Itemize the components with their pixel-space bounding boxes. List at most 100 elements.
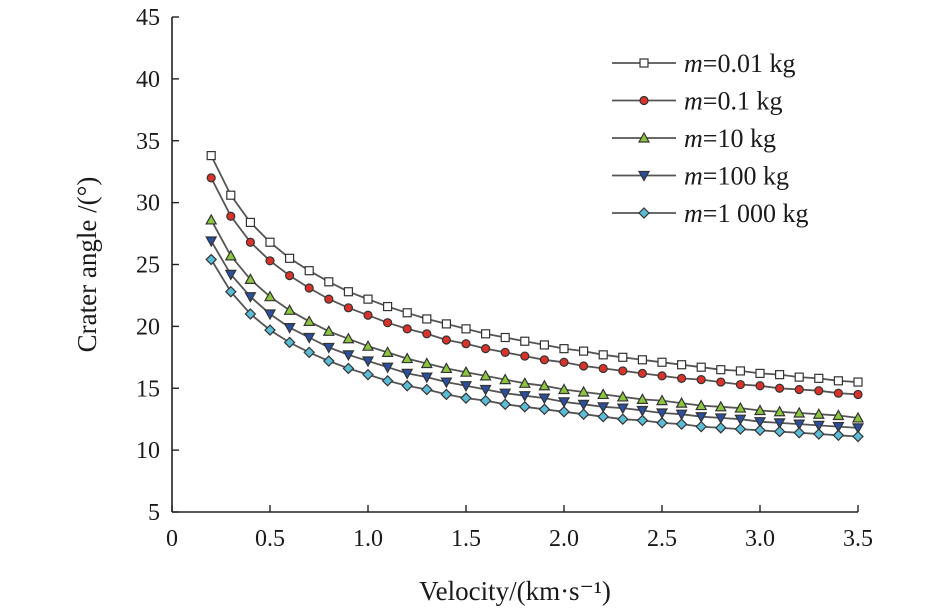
x-tick-label: 1.0 bbox=[353, 526, 383, 552]
data-point bbox=[304, 283, 314, 293]
legend-item-5: m=1 000 kg bbox=[612, 199, 808, 228]
data-point bbox=[753, 404, 767, 416]
data-point bbox=[422, 329, 432, 339]
x-tick-label: 2.0 bbox=[549, 526, 579, 552]
data-point bbox=[714, 422, 727, 434]
data-point bbox=[696, 362, 706, 372]
data-point bbox=[479, 384, 492, 396]
data-point bbox=[499, 373, 512, 385]
data-point bbox=[422, 314, 432, 324]
data-point bbox=[853, 389, 863, 400]
legend-label: m=10 kg bbox=[684, 124, 776, 153]
data-point bbox=[264, 324, 276, 336]
data-point bbox=[322, 342, 335, 354]
data-point bbox=[244, 273, 257, 284]
data-point bbox=[205, 253, 218, 266]
series-line bbox=[210, 259, 859, 438]
data-point bbox=[206, 173, 216, 183]
data-point bbox=[520, 351, 530, 361]
data-point bbox=[362, 368, 374, 381]
data-point bbox=[557, 383, 571, 395]
data-point bbox=[440, 362, 453, 374]
data-point bbox=[814, 386, 824, 396]
data-point bbox=[577, 408, 590, 421]
data-point bbox=[755, 381, 765, 391]
legend-marker bbox=[638, 207, 650, 219]
data-point bbox=[441, 319, 451, 329]
data-point bbox=[244, 292, 257, 303]
data-point bbox=[578, 346, 589, 356]
x-tick-label: 0.5 bbox=[255, 526, 285, 552]
data-point bbox=[695, 412, 708, 423]
data-point bbox=[773, 418, 786, 430]
x-tick-label: 2.5 bbox=[647, 526, 677, 552]
data-point bbox=[597, 410, 610, 423]
data-point bbox=[793, 426, 806, 439]
data-point bbox=[283, 336, 296, 349]
data-point bbox=[676, 360, 687, 370]
data-point bbox=[324, 294, 334, 304]
data-point bbox=[420, 357, 433, 369]
data-point bbox=[794, 372, 804, 382]
data-point bbox=[716, 365, 726, 375]
data-point bbox=[381, 346, 394, 357]
data-point bbox=[500, 332, 510, 343]
x-tick-label: 3.5 bbox=[843, 526, 873, 552]
data-point bbox=[597, 388, 610, 400]
data-point bbox=[342, 350, 355, 362]
legend-item-3: m=10 kg bbox=[612, 124, 776, 153]
data-point bbox=[265, 237, 275, 247]
data-point bbox=[283, 323, 296, 334]
data-point bbox=[675, 418, 688, 430]
y-tick-label: 30 bbox=[136, 191, 160, 217]
data-point bbox=[518, 377, 531, 388]
data-point bbox=[402, 308, 412, 318]
data-point bbox=[793, 419, 806, 431]
data-point bbox=[735, 379, 746, 390]
data-point bbox=[363, 310, 373, 320]
legend-label: m=0.1 kg bbox=[684, 87, 782, 116]
data-point bbox=[383, 318, 393, 328]
data-point bbox=[558, 405, 570, 418]
x-axis-title: Velocity/(km·s⁻¹) bbox=[419, 576, 611, 606]
data-point bbox=[832, 409, 845, 421]
data-point bbox=[851, 423, 865, 435]
data-point bbox=[401, 352, 414, 364]
data-point bbox=[303, 315, 316, 327]
data-point bbox=[381, 374, 394, 387]
data-point bbox=[714, 400, 727, 412]
legend-marker bbox=[639, 95, 649, 106]
series-5 bbox=[205, 253, 864, 443]
data-point bbox=[637, 355, 648, 365]
data-point bbox=[832, 422, 845, 433]
data-point bbox=[363, 294, 373, 304]
data-point bbox=[637, 368, 648, 378]
data-point bbox=[499, 388, 512, 400]
series-3 bbox=[205, 213, 865, 423]
y-axis: 5 10 15 20 25 30 35 40 45 bbox=[136, 5, 179, 526]
data-point bbox=[734, 401, 747, 413]
data-point bbox=[618, 366, 628, 376]
data-point bbox=[461, 324, 471, 334]
data-point bbox=[833, 388, 844, 398]
data-point bbox=[656, 417, 668, 429]
legend-marker bbox=[637, 131, 651, 143]
data-point bbox=[598, 363, 608, 374]
data-point bbox=[577, 385, 590, 397]
data-point bbox=[500, 347, 510, 357]
data-point bbox=[205, 213, 218, 225]
data-point bbox=[812, 420, 825, 432]
legend-item-1: m=0.01 kg bbox=[612, 49, 795, 78]
data-point bbox=[401, 379, 414, 392]
data-point bbox=[420, 383, 433, 396]
series-line bbox=[210, 219, 859, 419]
data-point bbox=[303, 346, 316, 359]
data-point bbox=[812, 428, 825, 440]
legend: m=0.01 kg m=0.1 kg m=10 kg m=100 kg m=1 000 … bbox=[612, 49, 808, 228]
data-point bbox=[481, 329, 491, 339]
data-point bbox=[441, 335, 451, 345]
legend-label: m=0.01 kg bbox=[684, 49, 795, 78]
data-point bbox=[538, 403, 551, 416]
x-tick-label: 0 bbox=[166, 526, 178, 552]
data-point bbox=[597, 402, 610, 414]
